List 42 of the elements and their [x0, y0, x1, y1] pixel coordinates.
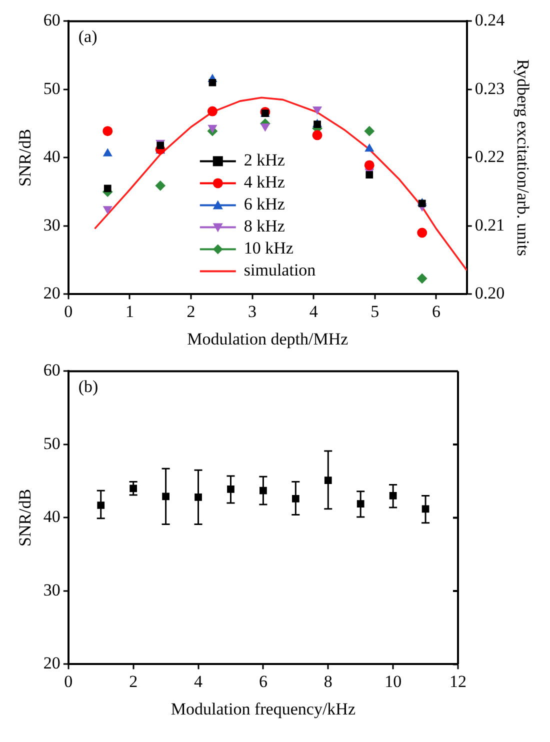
x-tick-label: 0 [64, 302, 73, 321]
y-tick-label: 50 [43, 78, 60, 98]
y-tick-label: 30 [43, 215, 60, 234]
y2-tick-label: 0.23 [474, 78, 505, 98]
x-tick-label: 12 [450, 672, 466, 691]
annotation: (a) [78, 27, 98, 46]
x-tick-label: 4 [194, 672, 204, 691]
y-tick-label: 60 [43, 360, 60, 380]
x-tick-label: 8 [324, 672, 332, 691]
y-axis-title: SNR/dB [16, 488, 35, 547]
x-tick-label: 3 [248, 302, 257, 321]
legend-label: simulation [244, 260, 316, 280]
y-tick-label: 60 [43, 10, 60, 30]
y-tick-label: 40 [43, 147, 60, 166]
y-tick-label: 30 [43, 580, 60, 600]
y2-tick-label: 0.22 [474, 147, 505, 166]
y2-axis-title: Rydberg excitation/arb. units [513, 59, 532, 256]
legend-label: 2 kHz [244, 150, 286, 170]
x-tick-label: 1 [125, 302, 134, 321]
x-tick-label: 4 [309, 302, 318, 321]
y-tick-label: 20 [43, 654, 60, 673]
x-axis-title: Modulation frequency/kHz [170, 699, 356, 718]
legend-label: 4 kHz [244, 172, 286, 192]
y-tick-label: 20 [43, 284, 60, 303]
x-tick-label: 2 [129, 672, 138, 691]
y2-tick-label: 0.20 [474, 284, 505, 303]
x-tick-label: 6 [258, 672, 268, 691]
y-tick-label: 50 [43, 434, 60, 453]
annotation: (b) [78, 377, 98, 396]
y2-tick-label: 0.24 [474, 10, 506, 30]
x-tick-label: 6 [432, 302, 440, 321]
x-axis-title: Modulation depth/MHz [187, 329, 349, 348]
x-tick-label: 2 [186, 302, 196, 321]
legend-label: 8 kHz [244, 216, 286, 236]
legend-label: 10 kHz [244, 238, 294, 258]
y2-tick-label: 0.21 [474, 215, 505, 234]
legend-label: 6 kHz [244, 194, 286, 214]
x-tick-label: 5 [370, 302, 380, 321]
y-axis-title: SNR/dB [16, 128, 35, 187]
x-tick-label: 10 [384, 672, 402, 691]
x-tick-label: 0 [64, 672, 73, 691]
y-tick-label: 40 [43, 507, 60, 526]
